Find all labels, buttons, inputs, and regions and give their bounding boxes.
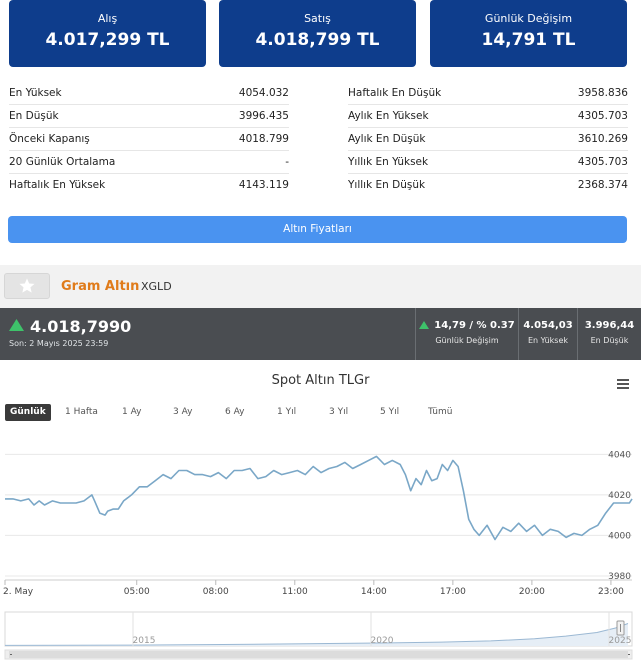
stat-label: 20 Günlük Ortalama [9, 156, 116, 168]
stat-label: Önceki Kapanış [9, 133, 90, 145]
price-chart[interactable]: 3980 4000 4020 4040 2. May 05:00 08:00 11:00 14:… [0, 360, 641, 662]
stat-row: Haftalık En Yüksek 4143.119 [9, 174, 289, 197]
range-button[interactable]: 1 Yıl [277, 407, 297, 417]
stat-value: 4018.799 [238, 133, 289, 145]
x-tick-label: 14:00 [361, 587, 387, 597]
y-tick-label: 4040 [608, 450, 631, 460]
range-button[interactable]: 5 Yıl [380, 407, 400, 417]
range-button[interactable]: 6 Ay [225, 407, 245, 417]
stat-row: Yıllık En Düşük 2368.374 [348, 174, 628, 197]
x-tick-label: 2. May [3, 587, 34, 597]
stat-row: Önceki Kapanış 4018.799 [9, 128, 289, 151]
stat-value: - [285, 156, 289, 168]
price-series-line [5, 455, 633, 541]
stat-value: 4305.703 [577, 156, 628, 168]
day-low-caption: En Düşük [590, 336, 629, 345]
navigator-label: 2015 [133, 636, 156, 646]
stat-row: Yıllık En Yüksek 4305.703 [348, 151, 628, 174]
stat-row: En Düşük 3996.435 [9, 105, 289, 128]
day-low-value: 3.996,44 [584, 320, 635, 331]
x-tick-label: 17:00 [440, 587, 466, 597]
day-high-box: 4.054,03 En Yüksek [518, 308, 577, 360]
gold-prices-button[interactable]: Altın Fiyatları [8, 216, 627, 243]
y-tick-label: 4020 [608, 491, 631, 501]
stat-label: Haftalık En Yüksek [9, 179, 106, 191]
buy-label: Alış [97, 12, 118, 25]
range-button[interactable]: 1 Ay [122, 407, 142, 417]
instrument-code: XGLD [141, 280, 172, 293]
buy-card: Alış 4.017,299 TL [9, 0, 206, 67]
price-bar: 4.018,7990 Son: 2 Mayıs 2025 23:59 14,79… [0, 308, 641, 360]
daily-change-card: Günlük Değişim 14,791 TL [430, 0, 627, 67]
stat-value: 4305.703 [577, 110, 628, 122]
navigator-area [5, 623, 628, 646]
daily-change-value: 14,791 TL [481, 30, 576, 50]
stat-label: Yıllık En Düşük [348, 179, 426, 191]
stat-row: Aylık En Düşük 3610.269 [348, 128, 628, 151]
stat-label: Aylık En Yüksek [348, 110, 429, 122]
stats-left-column: En Yüksek 4054.032 En Düşük 3996.435 Öncek… [9, 82, 289, 197]
range-button[interactable]: 3 Yıl [329, 407, 349, 417]
x-tick-label: 05:00 [124, 587, 150, 597]
x-tick-label: 11:00 [282, 587, 308, 597]
navigator-line [4, 623, 629, 646]
chart-area: Spot Altın TLGr Günlük 1 Hafta 1 Ay 3 Ay… [0, 360, 641, 662]
navigator-label: 2020 [371, 636, 394, 646]
day-high-value: 4.054,03 [523, 320, 573, 331]
summary-cards: Alış 4.017,299 TL Satış 4.018,799 TL Gün… [0, 0, 641, 68]
stat-row: Haftalık En Düşük 3958.836 [348, 82, 628, 105]
stats-right-column: Haftalık En Düşük 3958.836 Aylık En Yükse… [348, 82, 628, 197]
last-price: 4.018,7990 [30, 317, 132, 336]
stat-value: 3958.836 [577, 87, 628, 99]
day-low-box: 3.996,44 En Düşük [577, 308, 641, 360]
daily-change-label: Günlük Değişim [484, 12, 573, 25]
stat-value: 4143.119 [238, 179, 289, 191]
stat-value: 4054.032 [238, 87, 289, 99]
x-tick-label: 08:00 [203, 587, 229, 597]
instrument-header: Gram Altın XGLD [0, 265, 641, 308]
daily-change-box: 14,79 / % 0.37 Günlük Değişim [415, 308, 518, 360]
day-high-caption: En Yüksek [527, 336, 569, 345]
instrument-name: Gram Altın [61, 279, 140, 294]
favorite-button[interactable] [4, 273, 50, 299]
sell-value: 4.018,799 TL [255, 30, 380, 50]
stat-label: Haftalık En Düşük [348, 87, 442, 99]
stat-row: En Yüksek 4054.032 [9, 82, 289, 105]
scrollbar-thumb[interactable] [9, 651, 628, 658]
last-update-time: Son: 2 Mayıs 2025 23:59 [9, 339, 109, 348]
range-button[interactable]: 3 Ay [173, 407, 193, 417]
y-tick-label: 3980 [608, 572, 631, 582]
x-tick-label: 20:00 [519, 587, 545, 597]
up-arrow-icon [419, 321, 430, 329]
stat-row: Aylık En Yüksek 4305.703 [348, 105, 628, 128]
daily-change-value: 14,79 / % 0.37 [434, 320, 515, 331]
up-arrow-icon [9, 319, 24, 331]
x-tick-label: 23:00 [598, 587, 624, 597]
navigator-label: 2025 [609, 636, 632, 646]
range-button[interactable]: Günlük [5, 404, 51, 421]
star-icon [19, 278, 35, 293]
stat-value: 3996.435 [238, 110, 289, 122]
y-tick-label: 4000 [608, 531, 631, 541]
sell-label: Satış [304, 12, 331, 25]
range-button[interactable]: Tümü [428, 407, 453, 417]
stat-label: Yıllık En Yüksek [348, 156, 429, 168]
stat-label: Aylık En Düşük [348, 133, 426, 145]
stat-row: 20 Günlük Ortalama - [9, 151, 289, 174]
stat-value: 3610.269 [577, 133, 628, 145]
stat-label: En Düşük [9, 110, 59, 122]
sell-card: Satış 4.018,799 TL [219, 0, 416, 67]
hamburger-menu-icon[interactable] [617, 379, 629, 389]
range-button[interactable]: 1 Hafta [65, 407, 98, 417]
chart-title: Spot Altın TLGr [271, 373, 370, 388]
daily-change-caption: Günlük Değişim [435, 336, 499, 345]
buy-value: 4.017,299 TL [45, 30, 170, 50]
stat-value: 2368.374 [577, 179, 628, 191]
stat-label: En Yüksek [9, 87, 62, 99]
